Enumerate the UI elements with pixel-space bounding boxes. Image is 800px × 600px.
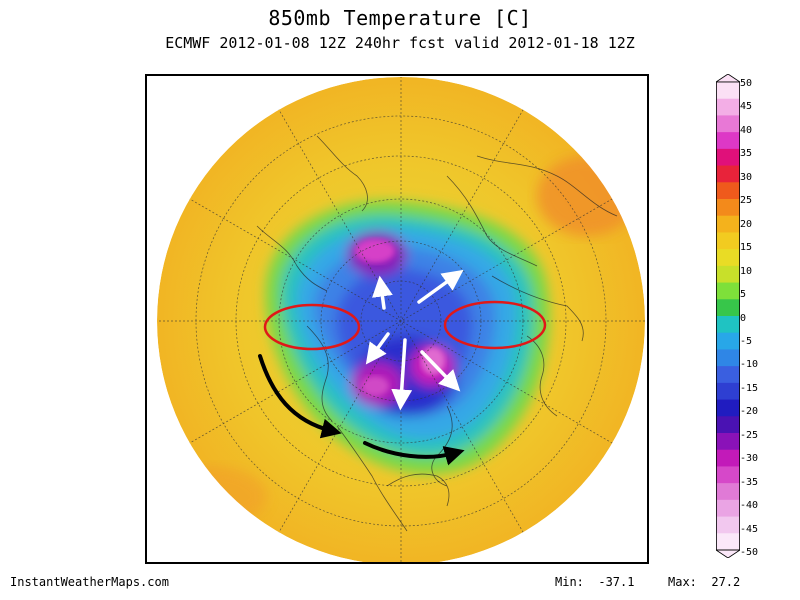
colorbar-tick-label: 40: [740, 124, 753, 136]
colorbar-band: [716, 416, 740, 434]
colorbar-tick-label: -5: [740, 335, 753, 347]
colorbar-tick-label: -25: [740, 429, 759, 441]
colorbar-tick-label: 50: [740, 78, 753, 89]
hemisphere-disk: [157, 77, 645, 562]
colorbar-tick-label: -30: [740, 453, 759, 465]
min-value: -37.1: [598, 575, 635, 589]
colorbar-band: [716, 366, 740, 384]
map-title: 850mb Temperature [C]: [268, 6, 532, 30]
colorbar-band: [716, 282, 740, 300]
colorbar-top-tip: [716, 74, 740, 83]
colorbar-band: [716, 516, 740, 534]
map-panel: [145, 74, 649, 564]
colorbar-band: [716, 132, 740, 150]
colorbar-band: [716, 215, 740, 233]
colorbar-band: [716, 232, 740, 250]
credit-text: InstantWeatherMaps.com: [10, 575, 169, 589]
colorbar-band: [716, 165, 740, 183]
colorbar-band: [716, 148, 740, 167]
map-graticule: [157, 77, 645, 562]
colorbar-band: [716, 265, 740, 284]
colorbar-tick-label: -20: [740, 406, 759, 418]
colorbar-band: [716, 182, 740, 200]
colorbar-tick-label: 25: [740, 195, 753, 207]
colorbar-band: [716, 399, 740, 417]
highlight-ellipse-right: [443, 300, 547, 350]
colorbar-band: [716, 82, 740, 100]
colorbar-tick-label: 20: [740, 218, 753, 230]
colorbar-band: [716, 382, 740, 401]
colorbar-band: [716, 349, 740, 367]
colorbar-band: [716, 316, 740, 334]
colorbar-tick-label: -15: [740, 382, 759, 394]
colorbar-band: [716, 433, 740, 451]
colorbar-tick-label: 35: [740, 148, 753, 160]
colorbar: [716, 74, 740, 558]
colorbar-band: [716, 449, 740, 467]
colorbar-tick-label: -35: [740, 476, 759, 488]
max-readout: Max: 27.2: [668, 575, 740, 589]
map-subtitle: ECMWF 2012-01-08 12Z 240hr fcst valid 20…: [165, 34, 635, 52]
colorbar-tick-label: -10: [740, 359, 759, 371]
colorbar-tick-label: -40: [740, 500, 759, 512]
colorbar-band: [716, 533, 740, 551]
colorbar-band: [716, 98, 740, 116]
colorbar-tick-label: -50: [740, 547, 759, 558]
colorbar-band: [716, 299, 740, 317]
max-value: 27.2: [711, 575, 741, 589]
colorbar-band: [716, 499, 740, 518]
colorbar-tick-label: 10: [740, 265, 753, 277]
colorbar-band: [716, 199, 740, 217]
colorbar-tick-label: 0: [740, 312, 747, 324]
coastlines: [256, 135, 618, 532]
colorbar-tick-label: -45: [740, 523, 759, 535]
colorbar-tick-label: 5: [740, 289, 747, 301]
colorbar-bottom-tip: [716, 549, 740, 558]
colorbar-band: [716, 483, 740, 501]
highlight-ellipse-left: [263, 303, 361, 351]
min-readout: Min: -37.1: [555, 575, 634, 589]
colorbar-band: [716, 115, 740, 133]
max-label: Max:: [668, 575, 697, 589]
min-label: Min:: [555, 575, 584, 589]
colorbar-tick-label: 45: [740, 101, 753, 113]
colorbar-band: [716, 249, 740, 267]
temperature-map: [157, 77, 645, 562]
colorbar-band: [716, 466, 740, 484]
flow-arrows-white: [365, 269, 464, 411]
colorbar-tick-label: 15: [740, 242, 753, 254]
colorbar-tick-label: 30: [740, 171, 753, 183]
flow-arrows-black: [258, 354, 465, 466]
colorbar-band: [716, 332, 740, 350]
